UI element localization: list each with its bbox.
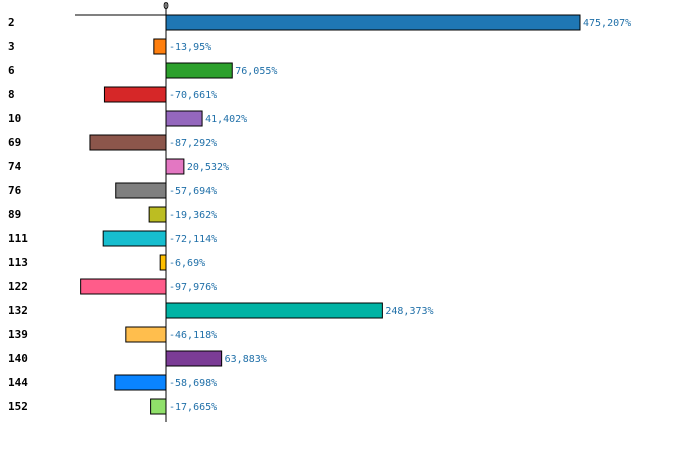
bar-2 xyxy=(165,14,581,31)
value-label-122: -97,976% xyxy=(169,282,217,293)
category-label-10: 10 xyxy=(8,112,21,125)
category-label-89: 89 xyxy=(8,208,21,221)
bar-140 xyxy=(165,350,223,367)
value-label-3: -13,95% xyxy=(169,42,211,53)
value-label-69: -87,292% xyxy=(169,138,217,149)
category-label-8: 8 xyxy=(8,88,15,101)
value-label-2: 475,207% xyxy=(583,18,631,29)
category-label-111: 111 xyxy=(8,232,28,245)
value-label-10: 41,402% xyxy=(205,114,247,125)
value-label-6: 76,055% xyxy=(235,66,277,77)
category-label-122: 122 xyxy=(8,280,28,293)
category-label-139: 139 xyxy=(8,328,28,341)
value-label-144: -58,698% xyxy=(169,378,217,389)
value-label-152: -17,665% xyxy=(169,402,217,413)
bar-139 xyxy=(125,326,167,343)
category-labels-group: 2 3 6 8 10 69 74 76 89 111 113 122 132 139 140 144 152 xyxy=(8,16,28,413)
category-label-113: 113 xyxy=(8,256,28,269)
value-label-74: 20,532% xyxy=(187,162,229,173)
bar-122 xyxy=(80,278,167,295)
bar-6 xyxy=(165,62,233,79)
category-label-132: 132 xyxy=(8,304,28,317)
value-label-113: -6,69% xyxy=(169,258,205,269)
value-label-132: 248,373% xyxy=(385,306,433,317)
value-label-111: -72,114% xyxy=(169,234,217,245)
category-label-152: 152 xyxy=(8,400,28,413)
bar-8 xyxy=(103,86,167,103)
category-label-74: 74 xyxy=(8,160,22,173)
category-label-140: 140 xyxy=(8,352,28,365)
bar-76 xyxy=(115,182,167,199)
bar-111 xyxy=(102,230,167,247)
bar-144 xyxy=(114,374,167,391)
bars-group xyxy=(80,14,581,415)
category-label-76: 76 xyxy=(8,184,22,197)
bar-10 xyxy=(165,110,203,127)
bar-89 xyxy=(148,206,167,223)
category-label-144: 144 xyxy=(8,376,28,389)
bar-3 xyxy=(153,38,167,55)
value-label-89: -19,362% xyxy=(169,210,217,221)
value-label-76: -57,694% xyxy=(169,186,217,197)
bar-74 xyxy=(165,158,185,175)
bar-113 xyxy=(159,254,167,271)
bar-152 xyxy=(150,398,167,415)
value-label-8: -70,661% xyxy=(169,90,217,101)
category-label-2: 2 xyxy=(8,16,15,29)
category-label-6: 6 xyxy=(8,64,15,77)
bar-69 xyxy=(89,134,167,151)
category-label-69: 69 xyxy=(8,136,21,149)
value-label-140: 63,883% xyxy=(225,354,267,365)
category-label-3: 3 xyxy=(8,40,15,53)
value-label-139: -46,118% xyxy=(169,330,217,341)
bar-132 xyxy=(165,302,383,319)
value-labels-group: 475,207% -13,95% 76,055% -70,661% 41,402% -87… xyxy=(169,18,631,413)
